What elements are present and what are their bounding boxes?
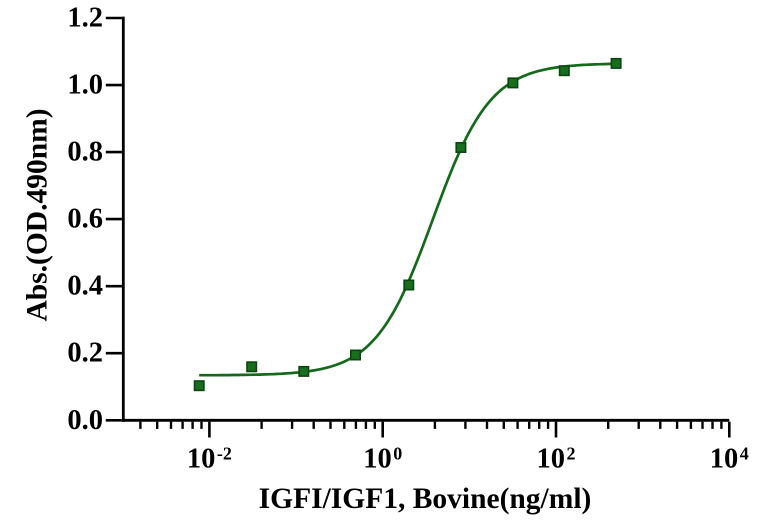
svg-text:0.2: 0.2 xyxy=(67,338,103,369)
svg-text:1.2: 1.2 xyxy=(67,3,103,34)
svg-text:0.4: 0.4 xyxy=(67,271,103,302)
svg-text:IGFI/IGF1, Bovine(ng/ml): IGFI/IGF1, Bovine(ng/ml) xyxy=(259,483,592,515)
svg-text:Abs.(OD.490nm): Abs.(OD.490nm) xyxy=(22,108,54,321)
svg-text:0.8: 0.8 xyxy=(67,137,103,168)
svg-text:1.0: 1.0 xyxy=(67,70,103,101)
svg-text:0.6: 0.6 xyxy=(67,204,103,235)
svg-text:0.0: 0.0 xyxy=(67,405,103,436)
